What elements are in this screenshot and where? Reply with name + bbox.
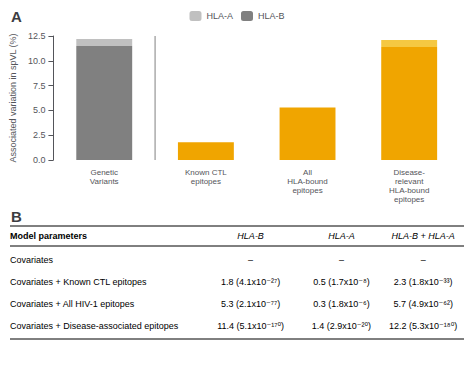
- svg-text:Genetic: Genetic: [90, 168, 118, 177]
- svg-text:epitopes: epitopes: [394, 195, 424, 204]
- svg-text:1.8 (4.1x10⁻²⁷): 1.8 (4.1x10⁻²⁷): [221, 277, 280, 287]
- svg-text:7.5: 7.5: [33, 81, 46, 91]
- svg-text:HLA-B + HLA-A: HLA-B + HLA-A: [391, 231, 454, 241]
- svg-text:relevant: relevant: [395, 177, 424, 186]
- svg-text:B: B: [11, 208, 22, 225]
- svg-text:epitopes: epitopes: [191, 177, 221, 186]
- svg-text:–: –: [339, 255, 344, 265]
- svg-text:0.5 (1.7x10⁻⁸): 0.5 (1.7x10⁻⁸): [313, 277, 370, 287]
- svg-text:0.0: 0.0: [33, 155, 46, 165]
- svg-text:Associated variation in spVL (: Associated variation in spVL (%): [8, 33, 18, 162]
- svg-text:A: A: [11, 8, 22, 25]
- svg-text:12.5: 12.5: [28, 31, 46, 41]
- svg-text:HLA-A: HLA-A: [206, 11, 233, 21]
- svg-text:10.0: 10.0: [28, 56, 46, 66]
- svg-text:Variants: Variants: [90, 177, 119, 186]
- svg-text:Covariates: Covariates: [10, 255, 54, 265]
- svg-text:HLA-bound: HLA-bound: [287, 177, 327, 186]
- svg-text:All: All: [303, 168, 312, 177]
- svg-text:5.7 (4.9x10⁻⁶²): 5.7 (4.9x10⁻⁶²): [393, 299, 452, 309]
- svg-text:HLA-bound: HLA-bound: [389, 186, 429, 195]
- svg-text:0.3 (1.8x10⁻⁶): 0.3 (1.8x10⁻⁶): [313, 299, 369, 309]
- svg-text:Covariates + Known CTL epitope: Covariates + Known CTL epitopes: [10, 277, 147, 287]
- svg-text:Known CTL: Known CTL: [185, 168, 227, 177]
- svg-text:–: –: [421, 255, 426, 265]
- svg-text:2.5: 2.5: [33, 130, 46, 140]
- svg-text:1.4 (2.9x10⁻²⁰): 1.4 (2.9x10⁻²⁰): [312, 321, 371, 331]
- svg-text:2.3 (1.8x10⁻³³): 2.3 (1.8x10⁻³³): [394, 277, 453, 287]
- svg-text:Disease-: Disease-: [393, 168, 425, 177]
- svg-text:HLA-A: HLA-A: [328, 231, 355, 241]
- svg-text:11.4 (5.1x10⁻¹⁷⁰): 11.4 (5.1x10⁻¹⁷⁰): [217, 321, 284, 331]
- svg-text:5.0: 5.0: [33, 105, 46, 115]
- svg-text:Model parameters: Model parameters: [10, 231, 87, 241]
- svg-text:Covariates + Disease-associate: Covariates + Disease-associated epitopes: [10, 321, 179, 331]
- svg-text:HLA-B: HLA-B: [258, 11, 285, 21]
- svg-text:HLA-B: HLA-B: [237, 231, 264, 241]
- svg-text:12.2 (5.3x10⁻¹⁸⁰): 12.2 (5.3x10⁻¹⁸⁰): [389, 321, 457, 331]
- svg-text:Covariates + All HIV-1 epitope: Covariates + All HIV-1 epitopes: [10, 299, 135, 309]
- svg-text:–: –: [248, 255, 253, 265]
- svg-text:5.3 (2.1x10⁻⁷⁷): 5.3 (2.1x10⁻⁷⁷): [221, 299, 280, 309]
- svg-text:epitopes: epitopes: [292, 186, 322, 195]
